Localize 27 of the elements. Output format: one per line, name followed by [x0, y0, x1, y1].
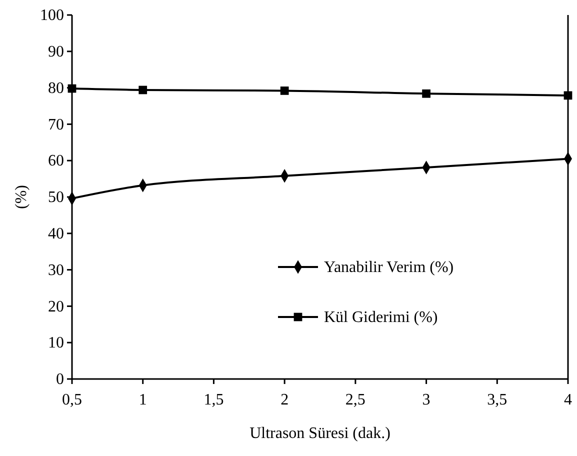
y-tick-label: 40 [48, 226, 64, 243]
x-tick-label: 4 [564, 392, 572, 409]
x-tick-label: 3 [422, 392, 430, 409]
x-tick-label: 3,5 [487, 392, 508, 409]
y-tick-label: 50 [48, 189, 64, 206]
y-tick-label: 10 [48, 334, 64, 352]
y-tick-label: 70 [48, 116, 64, 134]
y-tick-label: 80 [48, 80, 64, 97]
x-tick-label: 1 [138, 392, 147, 409]
y-tick-label: 60 [48, 152, 64, 170]
legend-label: Kül Giderimi (%) [324, 309, 438, 326]
x-tick-label: 1,5 [204, 392, 224, 409]
y-tick-label: 100 [40, 7, 64, 24]
y-tick-label: 0 [56, 371, 64, 388]
x-tick-label: 2,5 [345, 392, 366, 409]
x-tick-label: 0,5 [62, 392, 82, 409]
y-tick-label: 20 [48, 298, 64, 316]
point [422, 89, 430, 98]
point [138, 86, 148, 94]
point [564, 91, 572, 100]
y-tick-label: 90 [48, 44, 64, 61]
y-tick-label: 30 [48, 262, 64, 279]
x-axis-title: Ultrason Süresi (dak.) [250, 425, 390, 442]
legend-label: Yanabilir Verim (%) [324, 259, 454, 276]
x-tick-label: 2 [280, 392, 289, 409]
y-axis-title: (%) [13, 185, 30, 209]
point [280, 86, 289, 95]
